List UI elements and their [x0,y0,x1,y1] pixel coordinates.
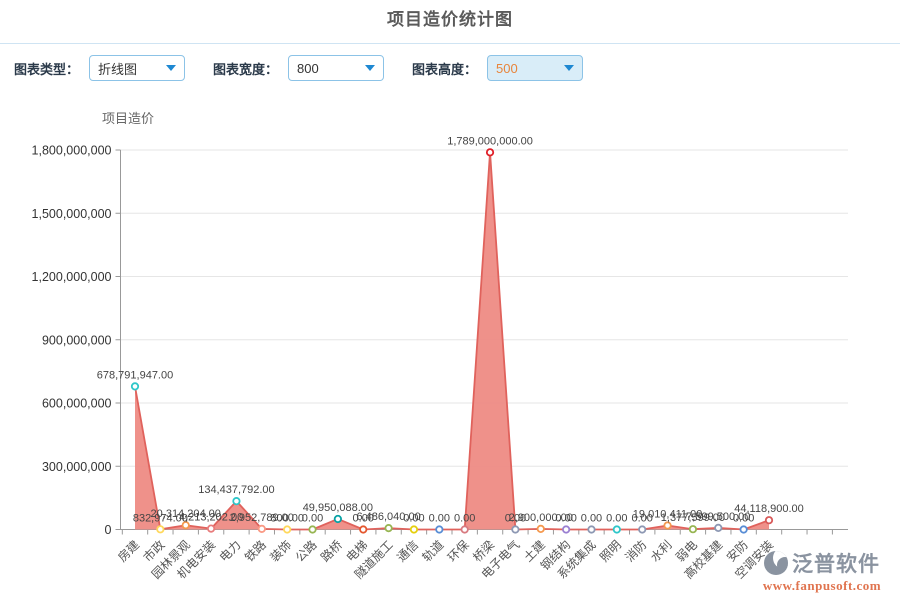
x-axis-label: 公路 [292,537,320,565]
data-point-marker[interactable] [130,382,140,391]
data-point-marker[interactable] [739,525,748,534]
data-point-label: 44,118,900.00 [734,503,804,515]
chevron-down-icon [564,65,575,71]
chevron-down-icon [166,65,177,71]
data-point-label: 134,437,792.00 [198,484,274,496]
data-point-marker[interactable] [511,525,520,534]
x-axis-label: 铁路 [241,537,269,565]
data-point-marker[interactable] [688,525,698,534]
area-shape [135,152,769,530]
data-point-label: 0.00 [454,513,475,525]
x-axis-label: 环保 [445,538,472,565]
data-point-label: 832,974.00 [133,512,188,524]
data-point-label: 678,791,947.00 [97,369,173,381]
data-point-marker[interactable] [460,525,469,534]
data-point-label: 49,950,088.00 [303,502,373,514]
data-point-label: 0.00 [733,513,754,525]
data-point-marker[interactable] [283,525,292,534]
x-axis-label: 电力 [217,538,244,565]
data-point-label: 20,314,204.00 [151,508,221,520]
data-point-marker[interactable] [638,525,647,534]
chart-type-label: 图表类型： [14,61,80,77]
x-axis-label: 路桥 [317,537,345,565]
data-point-marker[interactable] [409,525,419,534]
data-point-marker[interactable] [384,524,393,533]
data-point-marker[interactable] [206,524,216,533]
data-point-marker[interactable] [663,521,672,530]
vendor-brand-name: 泛普软件 [792,553,880,576]
data-point-label: 6,486,040.00 [356,511,420,523]
data-point-marker[interactable] [359,525,368,534]
data-point-marker[interactable] [156,525,165,534]
data-point-label: 0.00 [429,513,450,525]
chart-type-value: 折线图 [98,61,138,77]
data-point-label: 0.00 [353,513,374,525]
data-point-label: 800.00 [270,512,304,524]
data-point-marker[interactable] [612,525,621,534]
y-tick-label: 900,000,000 [42,333,112,347]
page-header: 项目造价统计图 [0,0,900,44]
chevron-down-icon [365,65,376,71]
y-tick-label: 1,800,000,000 [32,144,112,158]
y-axis-title: 项目造价 [102,111,154,126]
data-point-label: 0.00 [555,513,576,525]
data-point-label: 0.00 [505,513,526,525]
data-point-marker[interactable] [485,148,495,157]
data-point-marker[interactable] [435,525,444,534]
data-point-marker[interactable] [232,497,241,506]
y-tick-label: 1,200,000,000 [32,270,112,284]
data-point-label: 7,599,500.00 [686,511,750,523]
data-point-marker[interactable] [714,523,723,532]
data-point-label: 19,010,411.00 [633,508,703,520]
data-point-marker[interactable] [587,525,596,534]
chart-controls: 图表类型： 折线图 图表宽度： 800 图表高度： 500 [14,52,601,84]
chart-height-value: 500 [496,60,518,76]
data-point-label: 1,789,000,000.00 [447,135,533,147]
chart-height-select[interactable]: 500 [487,55,584,81]
y-tick-label: 0 [105,523,112,537]
data-point-marker[interactable] [764,516,774,525]
fanpu-logo-icon [764,551,788,575]
x-axis-label: 水利 [648,538,675,565]
x-axis-label: 照明 [597,538,624,565]
data-point-marker[interactable] [181,521,190,530]
data-point-label: 4,213,202.00 [179,512,243,524]
vendor-url: www.fanpusoft.com [762,578,882,593]
y-tick-label: 1,500,000,000 [32,207,112,221]
data-point-marker[interactable] [333,514,342,524]
data-point-label: 0.00 [302,513,323,525]
data-point-label: 2,952,789.00 [230,512,294,524]
x-axis-label: 消防 [622,537,650,565]
data-point-label: 0.00 [403,513,424,525]
x-axis-label: 轨道 [420,538,447,565]
y-tick-label: 300,000,000 [42,460,112,474]
data-point-marker[interactable] [562,525,571,534]
x-axis-label: 装饰 [267,538,294,565]
data-point-marker[interactable] [308,525,317,534]
data-point-label: 0.00 [581,513,602,525]
chart-type-select[interactable]: 折线图 [89,55,186,81]
data-point-label: 1,377,599.00 [661,512,725,524]
line-path [134,151,770,531]
x-axis-label: 通信 [394,538,421,565]
chart-width-label: 图表宽度： [213,61,279,77]
data-point-marker[interactable] [257,524,266,533]
x-axis-label: 房建 [115,537,143,565]
chart-height-label: 图表高度： [412,61,478,77]
page-title: 项目造价统计图 [387,10,513,29]
data-point-marker[interactable] [536,524,545,533]
data-point-label: 0.00 [631,513,652,525]
chart-width-select[interactable]: 800 [288,55,385,81]
data-point-label: 0.00 [606,513,627,525]
y-tick-label: 600,000,000 [42,397,112,411]
data-point-label: 2,900,000.00 [509,512,573,524]
vendor-logo: 泛普软件 www.fanpusoft.com [752,548,892,594]
chart-width-value: 800 [297,60,319,76]
